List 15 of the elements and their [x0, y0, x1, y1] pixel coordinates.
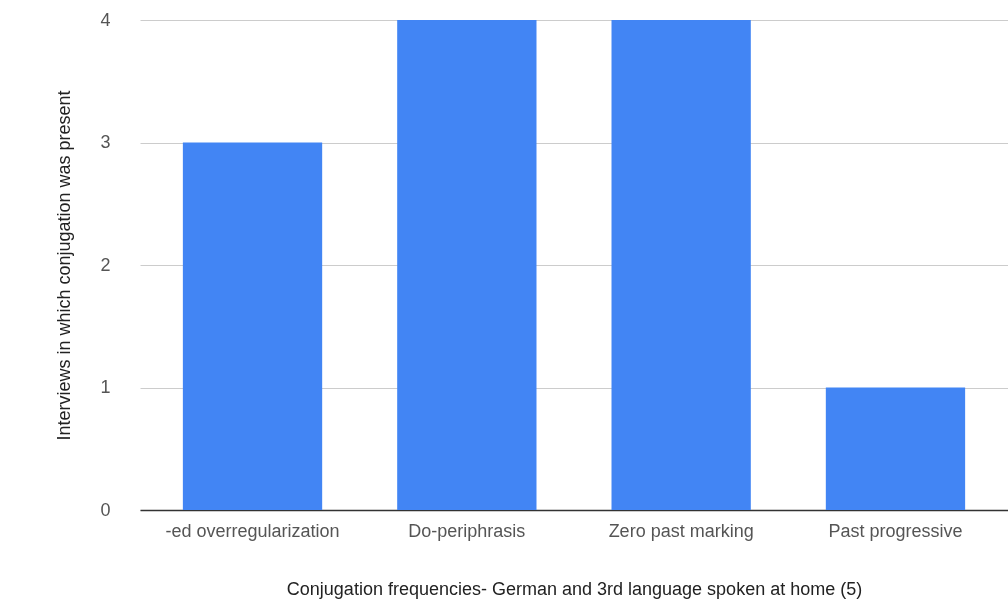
y-tick-label: 1 [100, 377, 111, 397]
y-axis-title: Interviews in which conjugation was present [54, 90, 75, 441]
y-tick-label: 2 [100, 254, 111, 275]
bar [182, 142, 323, 510]
y-tick-label: 3 [100, 132, 111, 152]
x-axis-title: Conjugation frequencies- German and 3rd language spoken at home (5) [286, 578, 863, 599]
y-tick-label: 4 [100, 9, 111, 30]
x-tick-label: Zero past marking [608, 520, 754, 541]
x-tick-label: Past progressive [828, 520, 963, 541]
bar [825, 387, 966, 510]
x-tick-label: Do-periphrasis [408, 520, 526, 541]
bar [611, 20, 751, 510]
bar [397, 20, 537, 510]
y-tick-label: 0 [100, 499, 111, 520]
x-tick-label: -ed overregularization [165, 520, 340, 541]
